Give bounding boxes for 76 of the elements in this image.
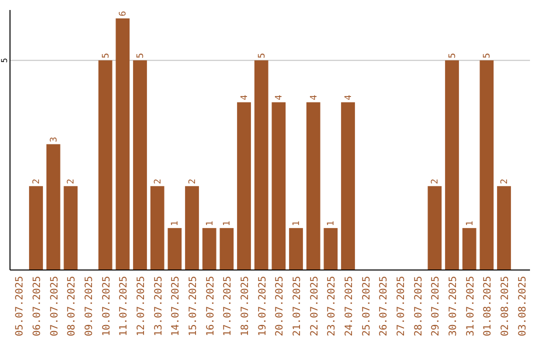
x-tick-label: 22.07.2025 — [309, 276, 320, 336]
data-label: 4 — [274, 94, 285, 100]
x-tick-label: 16.07.2025 — [205, 276, 216, 336]
data-label: 2 — [66, 178, 77, 184]
x-tick-label: 24.07.2025 — [344, 276, 355, 336]
bar — [289, 228, 303, 270]
data-label: 4 — [240, 94, 250, 100]
bar — [202, 228, 216, 270]
x-tick-label: 05.07.2025 — [14, 276, 26, 336]
x-tick-label: 01.08.2025 — [482, 276, 494, 336]
bar — [324, 228, 338, 270]
bar — [133, 60, 147, 270]
bar — [497, 186, 511, 270]
data-label: 2 — [153, 178, 164, 184]
data-label: 5 — [448, 52, 458, 58]
bar — [64, 186, 78, 270]
data-label: 4 — [309, 94, 320, 100]
x-tick-label: 14.07.2025 — [170, 276, 182, 336]
data-label: 5 — [136, 52, 146, 58]
data-label: 1 — [465, 220, 476, 226]
data-label: 4 — [344, 94, 354, 100]
bar — [445, 60, 459, 270]
bar — [185, 186, 199, 270]
bar — [306, 102, 320, 270]
x-tick-label: 28.07.2025 — [413, 276, 424, 336]
x-tick-label: 27.07.2025 — [396, 276, 407, 336]
data-label: 2 — [32, 178, 42, 184]
data-label: 2 — [430, 178, 441, 184]
data-label: 5 — [482, 52, 493, 58]
x-tick-label: 07.07.2025 — [49, 276, 60, 336]
bar — [254, 60, 268, 270]
data-label: 3 — [49, 136, 60, 142]
bar — [98, 60, 112, 270]
x-tick-label: 26.07.2025 — [378, 276, 390, 336]
bar — [428, 186, 442, 270]
x-tick-label: 18.07.2025 — [240, 276, 251, 336]
data-label: 1 — [205, 220, 216, 226]
x-tick-label: 23.07.2025 — [326, 276, 338, 336]
data-label: 1 — [222, 220, 233, 226]
bar — [480, 60, 494, 270]
bar — [341, 102, 355, 270]
x-tick-label: 11.07.2025 — [118, 276, 130, 336]
x-tick-label: 25.07.2025 — [361, 276, 372, 336]
x-tick-label: 29.07.2025 — [430, 276, 442, 336]
x-tick-label: 21.07.2025 — [292, 276, 303, 336]
x-tick-label: 03.08.2025 — [517, 276, 528, 336]
bar — [462, 228, 476, 270]
x-tick-label: 06.07.2025 — [32, 276, 43, 336]
data-label: 1 — [170, 220, 181, 226]
bar — [116, 18, 130, 270]
x-tick-label: 31.07.2025 — [465, 276, 476, 336]
x-tick-label: 13.07.2025 — [153, 276, 164, 336]
data-label: 6 — [118, 10, 129, 16]
x-tick-label: 17.07.2025 — [222, 276, 234, 336]
x-tick-label: 19.07.2025 — [257, 276, 268, 336]
data-label: 2 — [500, 178, 510, 184]
x-tick-label: 02.08.2025 — [500, 276, 511, 336]
x-tick-label: 08.07.2025 — [66, 276, 78, 336]
x-tick-label: 12.07.2025 — [136, 276, 147, 336]
bar — [46, 144, 60, 270]
x-tick-label: 09.07.2025 — [84, 276, 95, 336]
bar — [168, 228, 182, 270]
bar — [220, 228, 234, 270]
data-label: 5 — [101, 52, 112, 58]
data-label: 5 — [257, 52, 268, 58]
bar — [29, 186, 43, 270]
bar — [150, 186, 164, 270]
x-tick-label: 10.07.2025 — [101, 276, 112, 336]
x-tick-label: 15.07.2025 — [188, 276, 199, 336]
data-label: 1 — [292, 220, 302, 226]
data-label: 2 — [188, 178, 198, 184]
bar — [237, 102, 251, 270]
x-tick-label: 30.07.2025 — [448, 276, 459, 336]
x-tick-label: 20.07.2025 — [274, 276, 286, 336]
data-label: 1 — [326, 220, 337, 226]
bar — [272, 102, 286, 270]
